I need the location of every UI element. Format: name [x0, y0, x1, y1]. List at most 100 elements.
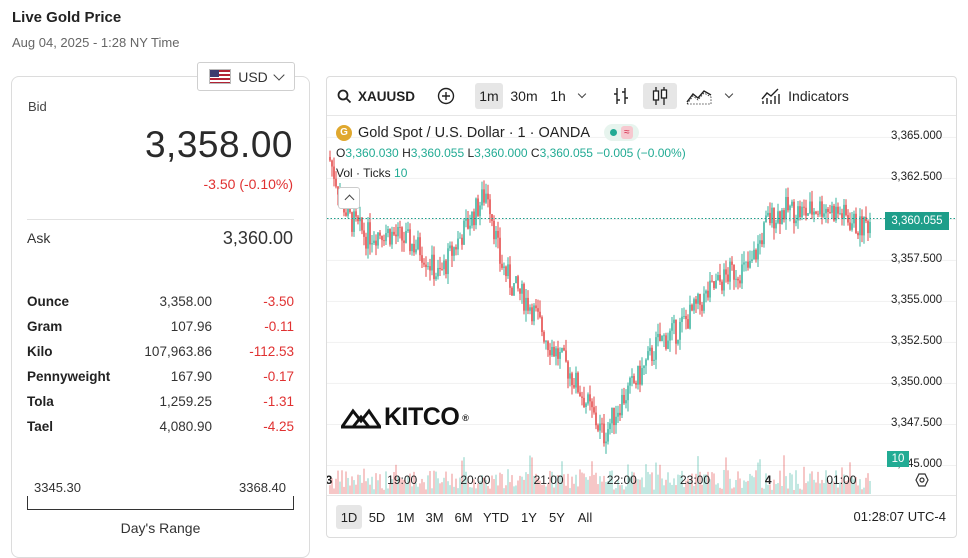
area-style-button[interactable]	[683, 83, 715, 109]
candle	[371, 243, 373, 245]
volume-bar	[617, 480, 619, 494]
volume-bar	[803, 466, 805, 494]
volume-bar	[349, 485, 351, 494]
settings-icon[interactable]	[915, 473, 929, 487]
candle	[605, 441, 607, 444]
candle	[627, 385, 629, 401]
candle	[555, 348, 557, 357]
volume-bar	[573, 483, 575, 494]
candle	[485, 193, 487, 203]
volume-bar	[685, 480, 687, 494]
candle	[487, 193, 489, 200]
volume-bar	[587, 479, 589, 494]
candle	[615, 416, 617, 426]
candle	[865, 216, 867, 222]
candle	[693, 299, 695, 311]
candle	[739, 280, 741, 284]
volume-bar	[335, 478, 337, 494]
range-3m[interactable]: 3M	[425, 509, 444, 525]
price-panel	[11, 76, 310, 558]
range-5d[interactable]: 5D	[368, 509, 386, 525]
candle	[385, 233, 387, 242]
candle	[697, 293, 699, 304]
candle	[565, 350, 567, 362]
market-status-badge[interactable]: ≈	[604, 124, 639, 141]
volume-bar	[801, 489, 803, 494]
volume-bar	[613, 489, 615, 494]
volume-bar	[765, 473, 767, 494]
volume-bar	[597, 484, 599, 494]
candle	[823, 213, 825, 217]
candle	[355, 211, 357, 217]
collapse-legend-button[interactable]	[338, 187, 360, 209]
candle	[705, 290, 707, 294]
interval-1m[interactable]: 1m	[475, 83, 503, 109]
volume-bar	[385, 471, 387, 494]
range-5y[interactable]: 5Y	[549, 509, 565, 525]
volume-bar	[585, 477, 587, 494]
volume-bar	[759, 459, 761, 494]
candle	[567, 361, 569, 379]
volume-bar	[485, 480, 487, 494]
indicators-button[interactable]: Indicators	[757, 83, 853, 109]
range-all[interactable]: All	[577, 509, 593, 525]
time-tick-label: 4	[764, 473, 772, 487]
candle	[603, 423, 605, 444]
candle	[403, 240, 405, 243]
candle	[721, 281, 723, 291]
price-tick-label: 3,355.000	[891, 294, 943, 307]
range-ytd[interactable]: YTD	[483, 509, 509, 525]
volume-bar	[697, 456, 699, 494]
candle-style-button[interactable]	[643, 83, 677, 109]
page-title: Live Gold Price	[12, 9, 122, 26]
volume-bar	[795, 470, 797, 494]
volume-bar	[737, 471, 739, 494]
symbol-search-button[interactable]: XAUUSD	[335, 83, 417, 109]
volume-bar	[561, 461, 563, 494]
range-1m[interactable]: 1M	[396, 509, 415, 525]
interval-1h[interactable]: 1h	[550, 88, 566, 104]
candlestick-chart[interactable]	[327, 116, 956, 495]
volume-bar	[547, 483, 549, 494]
search-icon	[337, 89, 352, 103]
candle	[377, 232, 379, 246]
volume-bar	[393, 472, 395, 494]
volume-bar	[791, 474, 793, 494]
interval-30m[interactable]: 30m	[510, 88, 538, 104]
currency-select[interactable]: USD	[197, 62, 295, 91]
volume-bar	[569, 488, 571, 494]
candle	[481, 189, 483, 206]
unit-price: 167.90	[170, 369, 212, 384]
compare-button[interactable]	[433, 83, 459, 109]
bar-style-button[interactable]	[609, 83, 633, 109]
area-chart-icon	[686, 90, 712, 105]
range-1y[interactable]: 1Y	[521, 509, 537, 525]
volume-bar	[669, 482, 671, 494]
candle	[629, 377, 631, 386]
candle	[445, 260, 447, 275]
volume-bar	[725, 457, 727, 494]
candle	[849, 222, 851, 230]
interval-dropdown[interactable]	[574, 83, 590, 109]
candle	[707, 290, 709, 298]
chart-type-dropdown[interactable]	[721, 83, 737, 109]
volume-bar	[727, 470, 729, 494]
candle	[525, 297, 527, 311]
volume-bar	[601, 481, 603, 494]
volume-bar	[825, 470, 827, 494]
candle	[571, 373, 573, 386]
instrument-name: Gold Spot / U.S. Dollar · 1 · OANDA	[358, 124, 591, 141]
candle	[345, 212, 347, 216]
candle	[459, 237, 461, 239]
candle	[831, 205, 833, 213]
volume-bar	[521, 476, 523, 494]
volume-bar	[695, 473, 697, 494]
candle	[687, 319, 689, 329]
range-6m[interactable]: 6M	[454, 509, 473, 525]
volume-bar	[495, 474, 497, 494]
range-1d[interactable]: 1D	[336, 505, 362, 529]
volume-bar	[483, 477, 485, 494]
unit-row-ounce: Ounce 3,358.00 -3.50	[27, 294, 294, 319]
volume-bar	[341, 470, 343, 494]
volume-bar	[517, 480, 519, 494]
